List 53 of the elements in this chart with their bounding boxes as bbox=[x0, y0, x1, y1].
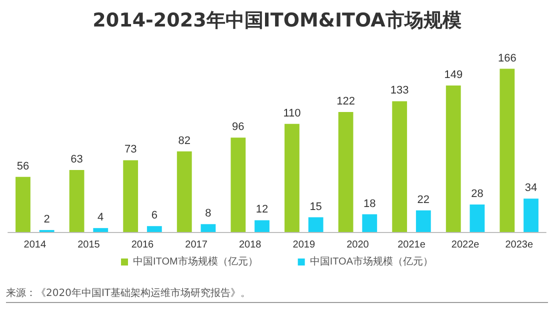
data-label: 149 bbox=[444, 68, 463, 81]
x-tick-label: 2016 bbox=[131, 240, 154, 250]
bar bbox=[176, 151, 192, 232]
x-tick-label: 2015 bbox=[78, 240, 100, 250]
x-tick-label: 2023e bbox=[505, 240, 534, 250]
legend-label: 中国ITOA市场规模（亿元） bbox=[310, 256, 433, 268]
data-label: 56 bbox=[16, 160, 30, 172]
bar bbox=[524, 198, 538, 232]
bar bbox=[16, 176, 30, 232]
data-label: 73 bbox=[124, 144, 137, 156]
data-label: 96 bbox=[232, 121, 244, 134]
bar bbox=[308, 217, 324, 232]
x-tick-label: 2017 bbox=[185, 240, 208, 250]
bar bbox=[254, 220, 270, 232]
data-label: 8 bbox=[205, 208, 212, 220]
bar bbox=[470, 204, 485, 232]
data-label: 18 bbox=[363, 198, 376, 210]
x-tick-label: 2020 bbox=[346, 240, 370, 250]
source-note: 来源：《2020年中国IT基础架构运维市场研究报告》。 bbox=[6, 286, 251, 300]
bar bbox=[123, 160, 138, 232]
bar bbox=[69, 170, 84, 232]
bar bbox=[392, 101, 408, 232]
data-label: 82 bbox=[178, 134, 191, 147]
data-label: 166 bbox=[498, 52, 516, 64]
x-tick-label: 2018 bbox=[238, 240, 262, 250]
x-tick-label: 2014 bbox=[24, 240, 46, 250]
data-label: 12 bbox=[256, 204, 268, 216]
bar bbox=[146, 226, 162, 232]
bar bbox=[362, 214, 378, 232]
bar bbox=[93, 228, 108, 232]
x-tick-label: 2022e bbox=[451, 240, 480, 250]
chart-title: 2014-2023年中国ITOM&ITOA市场规模 bbox=[92, 10, 462, 32]
data-label: 34 bbox=[524, 182, 538, 194]
bar bbox=[338, 112, 354, 232]
data-label: 63 bbox=[70, 154, 83, 166]
bar bbox=[446, 85, 461, 232]
x-tick-label: 2019 bbox=[292, 240, 316, 250]
data-label: 4 bbox=[98, 212, 104, 224]
bar bbox=[284, 124, 300, 232]
legend-label: 中国ITOM市场规模（亿元） bbox=[133, 256, 258, 268]
x-tick-label: 2021e bbox=[398, 240, 426, 250]
data-label: 133 bbox=[390, 84, 409, 97]
data-label: 22 bbox=[417, 194, 430, 206]
bar bbox=[200, 224, 216, 232]
data-label: 122 bbox=[336, 96, 355, 108]
data-label: 15 bbox=[310, 200, 322, 213]
bar bbox=[416, 210, 431, 232]
bar bbox=[230, 138, 246, 232]
data-label: 6 bbox=[151, 210, 158, 222]
data-label: 110 bbox=[283, 107, 301, 120]
data-label: 2 bbox=[44, 214, 50, 226]
data-label: 28 bbox=[471, 188, 484, 200]
bar bbox=[500, 68, 515, 232]
